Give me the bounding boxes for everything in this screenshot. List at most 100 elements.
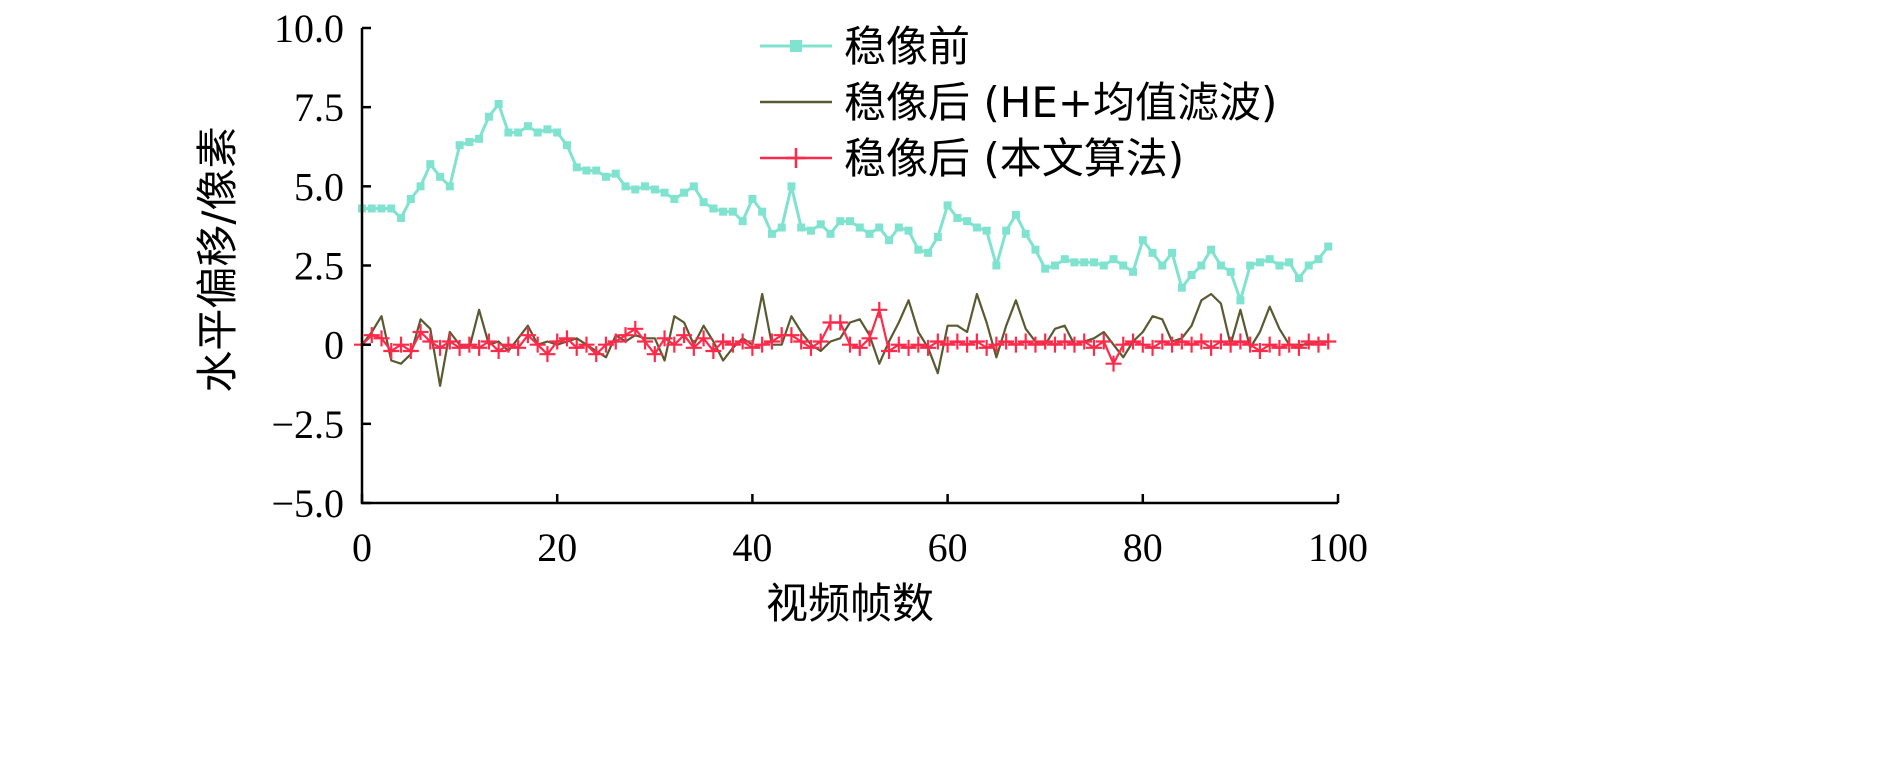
data-point — [943, 201, 952, 210]
data-point — [1203, 339, 1220, 356]
data-point — [637, 333, 654, 350]
data-point — [461, 336, 478, 353]
data-point — [490, 343, 507, 359]
data-point — [588, 346, 605, 363]
data-point — [787, 182, 796, 191]
data-point — [529, 336, 546, 353]
data-point — [1281, 336, 1298, 353]
data-point — [402, 343, 419, 359]
data-point — [982, 226, 991, 235]
data-point — [1125, 333, 1142, 350]
data-point — [1173, 333, 1190, 350]
data-point — [1021, 229, 1030, 238]
data-point — [1017, 333, 1034, 350]
data-point — [812, 333, 829, 350]
data-point — [920, 339, 937, 356]
data-point — [939, 336, 956, 353]
data-point — [1119, 261, 1128, 270]
data-point — [1090, 258, 1098, 267]
data-point — [929, 333, 946, 350]
data-point — [1154, 333, 1171, 350]
data-point — [1168, 248, 1177, 257]
data-point — [992, 261, 1001, 270]
data-point — [763, 333, 780, 350]
data-point — [1007, 336, 1024, 353]
data-point — [680, 188, 689, 197]
data-point — [933, 233, 942, 241]
data-point — [1027, 336, 1044, 353]
data-point — [842, 336, 858, 353]
legend-label: 稳像后 (本文算法) — [844, 134, 1184, 183]
data-point — [1193, 333, 1210, 350]
x-axis-ticks: 0 20 40 60 80 100 — [352, 494, 1368, 570]
data-point — [754, 336, 771, 353]
data-point — [377, 204, 386, 213]
data-point — [881, 343, 898, 359]
data-point — [432, 339, 449, 356]
data-point — [656, 330, 673, 347]
data-point — [1070, 258, 1079, 267]
data-point — [627, 320, 644, 337]
data-point — [685, 339, 702, 356]
y-tick-label: 5.0 — [294, 164, 344, 209]
data-point — [553, 128, 562, 137]
data-point — [1207, 245, 1216, 254]
data-point — [1105, 355, 1122, 372]
data-point — [416, 182, 425, 191]
data-point — [978, 339, 995, 356]
data-point — [1056, 333, 1073, 350]
data-point — [1060, 255, 1069, 264]
data-point — [738, 217, 747, 226]
data-point — [816, 220, 825, 229]
data-point — [426, 160, 435, 169]
data-point — [748, 195, 757, 203]
data-point — [1304, 261, 1313, 270]
data-point — [910, 336, 927, 353]
series-2 — [361, 292, 1329, 387]
data-point — [783, 327, 800, 344]
data-point — [1144, 339, 1161, 356]
data-point — [1041, 264, 1050, 273]
legend-label: 稳像前 — [844, 22, 970, 71]
series-1 — [358, 100, 1333, 305]
data-point — [436, 172, 445, 181]
data-point — [383, 343, 400, 359]
data-point — [666, 336, 683, 353]
data-point — [777, 223, 786, 232]
data-point — [598, 336, 614, 353]
data-point — [363, 327, 380, 344]
data-point — [865, 229, 874, 238]
data-point — [1187, 271, 1196, 279]
data-point — [500, 336, 517, 353]
data-point — [510, 339, 527, 356]
data-point — [806, 226, 815, 235]
data-point — [1109, 255, 1118, 264]
data-point — [558, 330, 575, 347]
data-point — [1255, 258, 1264, 267]
data-point — [1265, 255, 1274, 264]
data-point — [611, 169, 620, 178]
legend-item: 稳像后 (本文算法) — [760, 134, 1184, 183]
data-point — [514, 128, 523, 137]
data-point — [914, 245, 923, 254]
legend-item: 稳像前 — [760, 22, 970, 71]
y-tick-label: −2.5 — [271, 402, 344, 447]
series-3 — [354, 301, 1337, 372]
y-axis-ticks: −5.0 −2.5 0 2.5 5.0 7.5 10.0 — [271, 6, 371, 526]
data-point — [851, 339, 868, 356]
data-point — [699, 198, 708, 207]
data-point — [533, 128, 542, 137]
data-point — [836, 217, 845, 226]
data-point — [1324, 242, 1333, 251]
data-point — [519, 327, 536, 344]
data-point — [1251, 343, 1268, 359]
data-point — [373, 330, 390, 347]
y-tick-label: 2.5 — [294, 244, 344, 289]
y-axis-title: 水平偏移/像素 — [193, 126, 242, 392]
data-point — [549, 333, 566, 350]
data-point — [1066, 336, 1083, 353]
data-point — [715, 333, 732, 350]
data-point — [924, 248, 933, 257]
data-point — [621, 182, 630, 191]
